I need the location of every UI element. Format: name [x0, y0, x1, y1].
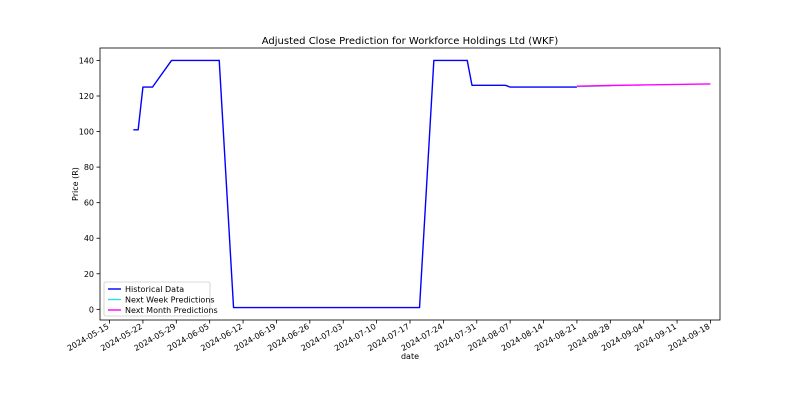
series-layer	[133, 59, 711, 309]
chart-title: Adjusted Close Prediction for Workforce …	[262, 36, 559, 47]
y-axis-title: Price (R)	[71, 167, 80, 201]
legend-label: Historical Data	[125, 285, 184, 294]
y-tick-label: 80	[84, 163, 94, 172]
y-tick-label: 100	[79, 128, 94, 137]
series-line	[576, 83, 711, 87]
y-tick-label: 20	[84, 270, 94, 279]
x-axis: 2024-05-152024-05-222024-05-292024-06-05…	[66, 320, 711, 353]
legend-label: Next Month Predictions	[125, 306, 218, 315]
y-axis: 0 20 40 60 80 100 120 140	[79, 56, 100, 314]
y-tick-label: 140	[79, 56, 94, 65]
y-tick-label: 120	[79, 92, 94, 101]
x-axis-title: date	[401, 352, 419, 361]
legend-box	[103, 281, 211, 317]
y-tick-label: 0	[89, 305, 94, 314]
y-tick-label: 60	[84, 199, 94, 208]
y-tick-label: 40	[84, 234, 94, 243]
legend-label: Next Week Predictions	[125, 296, 215, 305]
legend: Historical Data Next Week PredictionsNext…	[103, 281, 218, 317]
plot-area-frame	[99, 47, 721, 321]
series-line	[133, 59, 577, 309]
